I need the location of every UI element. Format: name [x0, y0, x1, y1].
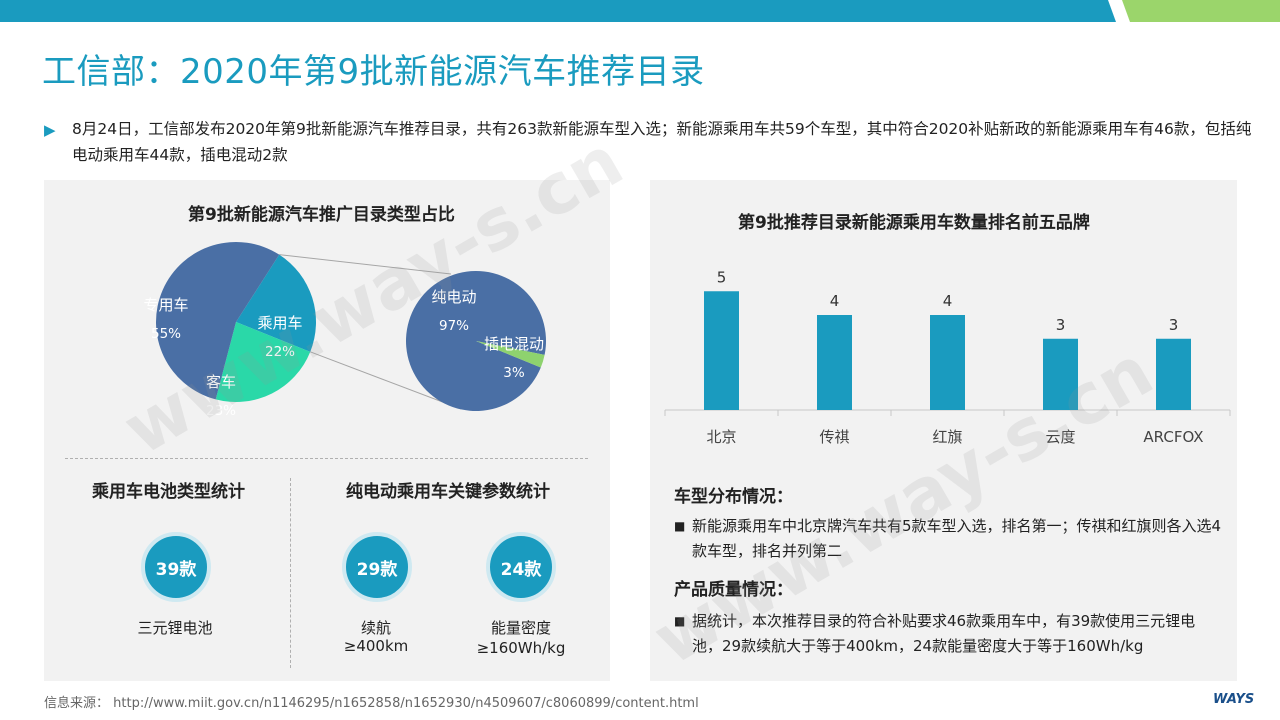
intro-text: 8月24日，工信部发布2020年第9批新能源汽车推荐目录，共有263款新能源车型… — [72, 120, 1252, 164]
bullet-square-icon: ■ — [674, 614, 686, 628]
divider-horizontal — [65, 458, 588, 459]
battery-stats-title: 乘用车电池类型统计 — [92, 482, 245, 502]
bar-value-label: 3 — [1056, 316, 1066, 334]
page-title: 工信部：2020年第9批新能源汽车推荐目录 — [42, 52, 705, 92]
pie-chart: 专用车 55% 乘用车 22% 客车 23% 纯电动 97% 插电混动 3% — [143, 242, 546, 419]
bar-红旗 — [930, 315, 965, 410]
sub-pie-value-label: 97% — [439, 318, 469, 334]
stat-label-range: 续航 — [360, 619, 391, 637]
bar-value-label: 4 — [830, 292, 840, 310]
pie-slice-乘用车 — [236, 254, 317, 352]
stat-label-battery: 三元锂电池 — [137, 619, 213, 637]
pie-slice-客车 — [215, 322, 311, 402]
sub-pie-slice-插电混动 — [476, 341, 545, 368]
pie-value-label: 22% — [265, 344, 295, 360]
right-panel — [650, 180, 1237, 681]
bar-value-label: 5 — [717, 268, 727, 286]
bar-chart-title: 第9批推荐目录新能源乘用车数量排名前五品牌 — [738, 213, 1090, 233]
sub-pie-value-label: 3% — [503, 365, 525, 381]
divider-vertical — [290, 478, 291, 668]
ev-stats-title: 纯电动乘用车关键参数统计 — [346, 482, 550, 502]
bar-传祺 — [817, 315, 852, 410]
pie-label: 乘用车 — [257, 314, 302, 332]
distribution-note-text: 新能源乘用车中北京牌汽车共有5款车型入选，排名第一；传祺和红旗则各入选4款车型，… — [692, 517, 1222, 560]
quality-note: ■ 据统计，本次推荐目录的符合补贴要求46款乘用车中，有39款使用三元锂电池，2… — [674, 609, 1224, 661]
x-tick-label: ARCFOX — [1143, 428, 1203, 446]
bar-value-label: 4 — [943, 292, 953, 310]
stat-label-density-value: ≥160Wh/kg — [476, 639, 566, 657]
sub-pie-label: 插电混动 — [484, 335, 544, 353]
connector-line — [310, 351, 462, 410]
connector-line — [279, 254, 452, 275]
stat-circle-range: 29款 — [342, 532, 412, 602]
x-tick-label: 传祺 — [819, 428, 849, 446]
pie-chart-title: 第9批新能源汽车推广目录类型占比 — [188, 205, 455, 225]
bullet-square-icon: ■ — [674, 519, 686, 533]
pie-value-label: 23% — [206, 403, 236, 419]
stat-circle-density: 24款 — [486, 532, 556, 602]
top-banner — [0, 0, 1280, 22]
pie-value-label: 55% — [151, 326, 181, 342]
quality-heading: 产品质量情况： — [674, 580, 793, 600]
bar-value-label: 3 — [1169, 316, 1179, 334]
pie-label: 客车 — [206, 373, 236, 391]
distribution-note: ■ 新能源乘用车中北京牌汽车共有5款车型入选，排名第一；传祺和红旗则各入选4款车… — [674, 514, 1224, 566]
x-tick-label: 云度 — [1045, 428, 1075, 446]
bar-chart: 5 北京 4 传祺 4 红旗 3 云度 3 ARCFOX — [664, 268, 1231, 446]
x-tick-label: 北京 — [706, 428, 736, 446]
bar-ARCFOX — [1156, 338, 1191, 410]
distribution-heading: 车型分布情况： — [674, 487, 793, 507]
intro-arrow-icon: ▶ — [44, 121, 56, 139]
sub-pie-label: 纯电动 — [431, 288, 476, 306]
x-tick-label: 红旗 — [932, 428, 962, 446]
stat-label-range-value: ≥400km — [343, 637, 409, 655]
stat-label-density: 能量密度 — [490, 619, 551, 637]
pie-label: 专用车 — [143, 296, 188, 314]
ways-logo: WAYS — [1213, 692, 1255, 707]
sub-pie-slice-纯电动 — [406, 270, 546, 411]
bar-北京 — [704, 291, 739, 410]
bar-云度 — [1043, 338, 1078, 410]
source-text: 信息来源： http://www.miit.gov.cn/n1146295/n1… — [44, 696, 699, 711]
stat-circle-battery: 39款 — [141, 532, 211, 602]
quality-note-text: 据统计，本次推荐目录的符合补贴要求46款乘用车中，有39款使用三元锂电池，29款… — [692, 612, 1196, 655]
pie-slice-专用车 — [156, 242, 280, 400]
